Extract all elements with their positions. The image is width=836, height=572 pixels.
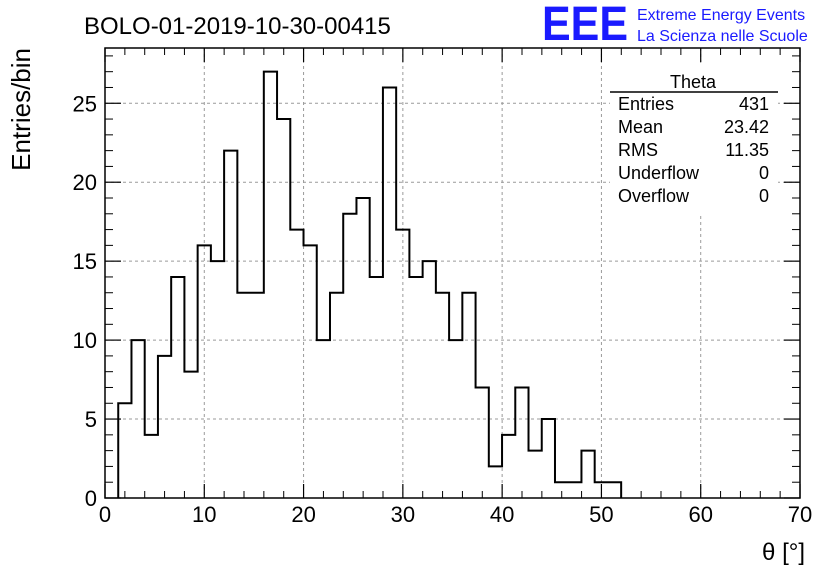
tick-labels: 0 10 20 30 40 50 60 70 0 5 10 15 20 25 bbox=[73, 91, 813, 527]
y-tick-label: 0 bbox=[85, 486, 97, 511]
x-tick-label: 10 bbox=[192, 502, 216, 527]
stats-value: 11.35 bbox=[725, 140, 769, 160]
stats-label: RMS bbox=[618, 140, 658, 160]
x-tick-label: 50 bbox=[589, 502, 613, 527]
stats-value: 23.42 bbox=[724, 117, 769, 137]
x-tick-label: 40 bbox=[490, 502, 514, 527]
logo-mark: EEE bbox=[542, 0, 628, 51]
stats-title: Theta bbox=[670, 72, 717, 92]
histogram-outline bbox=[117, 70, 623, 498]
y-axis-label: Entries/bin bbox=[6, 48, 36, 171]
plot-frame bbox=[104, 47, 801, 499]
x-tick-label: 70 bbox=[788, 502, 812, 527]
x-tick-label: 30 bbox=[391, 502, 415, 527]
stats-label: Overflow bbox=[618, 186, 690, 206]
stats-label: Entries bbox=[618, 94, 674, 114]
x-tick-label: 20 bbox=[291, 502, 315, 527]
y-tick-label: 20 bbox=[73, 170, 97, 195]
logo-line1: Extreme Energy Events bbox=[637, 7, 805, 24]
stats-label: Underflow bbox=[618, 163, 700, 183]
x-axis-label: θ [°] bbox=[762, 539, 805, 566]
stats-label: Mean bbox=[618, 117, 663, 137]
y-tick-label: 5 bbox=[85, 407, 97, 432]
y-tick-label: 10 bbox=[73, 328, 97, 353]
x-tick-label: 60 bbox=[688, 502, 712, 527]
eee-logo: EEE Extreme Energy Events La Scienza nel… bbox=[542, 0, 808, 51]
y-tick-label: 15 bbox=[73, 249, 97, 274]
stats-value: 431 bbox=[739, 94, 769, 114]
stats-value: 0 bbox=[759, 163, 769, 183]
logo-line2: La Scienza nelle Scuole bbox=[637, 28, 808, 45]
stats-box: Theta Entries 431 Mean 23.42 RMS 11.35 Underfl… bbox=[610, 66, 778, 214]
y-tick-label: 25 bbox=[73, 91, 97, 116]
chart-title: BOLO-01-2019-10-30-00415 bbox=[84, 13, 391, 40]
stats-value: 0 bbox=[759, 186, 769, 206]
x-tick-label: 0 bbox=[99, 502, 111, 527]
